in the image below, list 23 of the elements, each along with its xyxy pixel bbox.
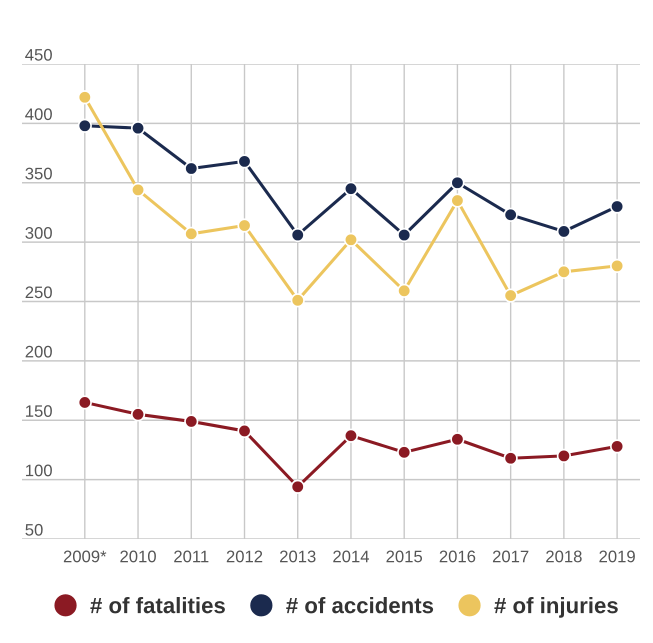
y-tick-label: 200 (26, 346, 52, 358)
x-tick-label: 2009* (64, 550, 106, 562)
x-tick-label: 2016 (440, 550, 476, 562)
x-tick-label: 2019 (599, 550, 635, 562)
x-tick-label: 2014 (333, 550, 370, 562)
x-tick-label: 2017 (492, 550, 528, 562)
x-tick-label: 2013 (280, 550, 316, 562)
x-tick-label: 2010 (120, 550, 156, 562)
legend-label: # of injuries (494, 597, 618, 618)
y-tick-label: 150 (26, 405, 52, 417)
y-tick-label: 100 (26, 464, 52, 476)
y-tick-label: 50 (25, 524, 43, 536)
y-tick-label: 400 (25, 108, 52, 120)
y-tick-label: 450 (25, 48, 52, 61)
x-tick-label: 2011 (174, 550, 208, 562)
y-tick-label: 350 (25, 168, 52, 180)
legend-label: # of accidents (286, 597, 434, 614)
legend-label: # of fatalities (90, 597, 225, 614)
x-tick-label: 2012 (226, 550, 262, 562)
y-tick-label: 300 (25, 227, 52, 239)
y-tick-label: 250 (26, 286, 52, 298)
x-tick-label: 2015 (386, 550, 422, 562)
x-tick-label: 2018 (546, 550, 582, 562)
